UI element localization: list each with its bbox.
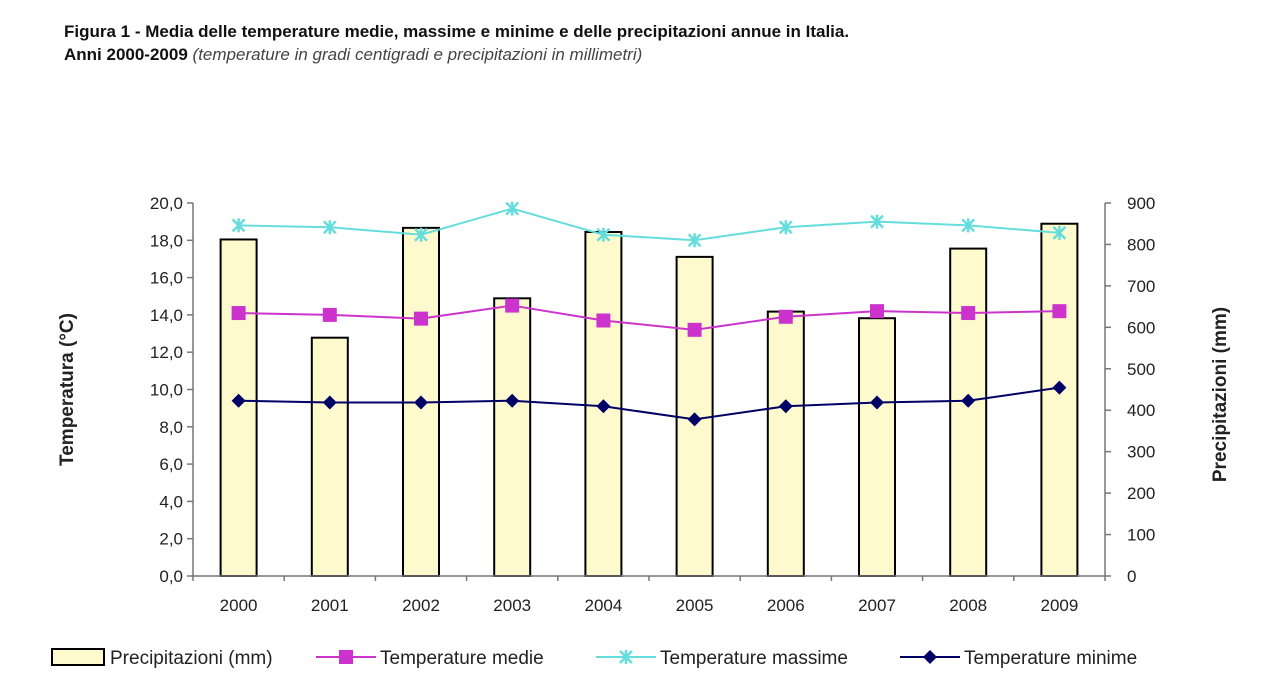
precip-bar-2000 (219, 238, 258, 578)
legend-marker-temperature-minime (923, 650, 937, 664)
temperature-minime-point-2007 (870, 395, 884, 410)
temperature-medie-point-2007 (870, 304, 884, 319)
temperature-minime-point-2009 (1052, 380, 1067, 395)
legend-marker-temperature-medie (339, 650, 353, 664)
temperature-medie-point-2001 (322, 307, 337, 322)
lines-layer (231, 201, 1067, 427)
right-tick-label: 500 (1127, 360, 1155, 379)
temperature-minime-point-2005 (687, 412, 702, 427)
temperature-massime-point-2009 (1052, 225, 1067, 240)
right-tick-label: 700 (1127, 277, 1155, 296)
temperature-massime-point-2000 (231, 218, 246, 233)
temperature-medie-point-2002 (414, 311, 428, 326)
x-tick-label: 2009 (1040, 596, 1078, 615)
left-tick-label: 2,0 (159, 530, 183, 549)
temperature-massime-point-2002 (414, 227, 428, 242)
legend: Precipitazioni (mm) Temperature medie Temp… (51, 648, 1137, 669)
left-tick-label: 8,0 (159, 418, 183, 437)
temperature-minime-point-2003 (505, 393, 520, 408)
temperature-minime-point-2008 (961, 393, 976, 408)
temperature-massime-line (238, 207, 1060, 242)
legend-label-temperature-minime: Temperature minime (964, 648, 1137, 669)
right-tick-label: 400 (1127, 401, 1155, 420)
temperature-minime-point-2000 (231, 393, 246, 408)
left-tick-label: 16,0 (150, 269, 183, 288)
x-tick-label: 2005 (676, 596, 714, 615)
left-tick-label: 6,0 (159, 455, 183, 474)
x-tick-label: 2000 (220, 596, 258, 615)
left-tick-label: 14,0 (150, 306, 183, 325)
precip-bar-2001 (310, 336, 349, 578)
temperature-minime-point-2004 (596, 399, 611, 414)
legend-label-temperature-massime: Temperature massime (660, 648, 848, 669)
precip-bar-2006 (766, 310, 805, 577)
figure-subtitle: (temperature in gradi centigradi e preci… (192, 45, 643, 64)
left-tick-label: 12,0 (150, 343, 183, 362)
temperature-medie-line (238, 304, 1060, 331)
temperature-minime-point-2002 (414, 395, 428, 410)
temperature-medie-point-2006 (778, 309, 793, 324)
x-tick-label: 2007 (858, 596, 896, 615)
temperature-minime-point-2001 (322, 395, 337, 410)
temperature-massime-point-2003 (505, 201, 520, 216)
right-tick-label: 200 (1127, 484, 1155, 503)
figure-years: Anni 2000-2009 (64, 45, 188, 64)
x-tick-label: 2006 (767, 596, 805, 615)
temperature-massime-point-2008 (961, 218, 976, 233)
left-axis-title: Temperatura (°C) (57, 313, 78, 466)
figure-title-years: Anni 2000-2009 (temperature in gradi cen… (64, 43, 849, 66)
legend-marker-temperature-massime (619, 650, 633, 664)
temperature-medie-point-2004 (596, 313, 611, 328)
precip-bar-2007 (858, 317, 896, 577)
right-tick-label: 100 (1127, 526, 1155, 545)
left-tick-label: 4,0 (159, 492, 183, 511)
temperature-massime-point-2004 (596, 227, 611, 242)
x-tick-label: 2002 (402, 596, 440, 615)
x-tick-label: 2001 (311, 596, 349, 615)
temperature-massime-point-2005 (687, 233, 702, 248)
figure-title: Figura 1 - Media delle temperature medie… (64, 22, 850, 41)
left-tick-label: 20,0 (150, 194, 183, 213)
left-tick-label: 10,0 (150, 381, 183, 400)
right-tick-label: 800 (1127, 235, 1155, 254)
temperature-massime-point-2001 (322, 220, 337, 235)
x-tick-label: 2004 (584, 596, 622, 615)
legend-swatch-precipitazioni-mm (51, 648, 105, 666)
right-tick-label: 900 (1127, 194, 1155, 213)
temperature-minime-line (238, 386, 1060, 421)
temperature-minime-point-2006 (778, 399, 793, 414)
temperature-medie-point-2008 (961, 306, 976, 321)
right-tick-label: 300 (1127, 443, 1155, 462)
temperature-massime-point-2006 (778, 220, 793, 235)
x-tick-label: 2003 (493, 596, 531, 615)
temperature-medie-point-2009 (1052, 304, 1067, 319)
right-tick-label: 600 (1127, 318, 1155, 337)
left-tick-label: 0,0 (159, 567, 183, 586)
precip-bar-2009 (1040, 222, 1079, 577)
precip-bar-2008 (949, 247, 988, 577)
legend-label-temperature-medie: Temperature medie (380, 648, 544, 669)
left-tick-label: 18,0 (150, 231, 183, 250)
temperature-medie-point-2003 (505, 298, 520, 313)
precip-bar-2003 (493, 297, 532, 577)
axes-layer: 0,0 2,0 4,0 6,0 8,0 10,0 12,0 14,0 16,0 18,0 20,0 0… (57, 194, 1231, 615)
temperature-medie-point-2000 (231, 306, 246, 321)
right-axis-title: Precipitazioni (mm) (1210, 307, 1231, 482)
legend-label-precipitazioni-mm: Precipitazioni (mm) (110, 648, 273, 669)
right-tick-label: 0 (1127, 567, 1136, 586)
bars-layer (219, 222, 1079, 578)
figure-title-block: Figura 1 - Media delle temperature medie… (64, 20, 849, 66)
temperature-medie-point-2005 (687, 322, 702, 337)
x-tick-label: 2008 (949, 596, 987, 615)
temperature-massime-point-2007 (870, 214, 884, 229)
